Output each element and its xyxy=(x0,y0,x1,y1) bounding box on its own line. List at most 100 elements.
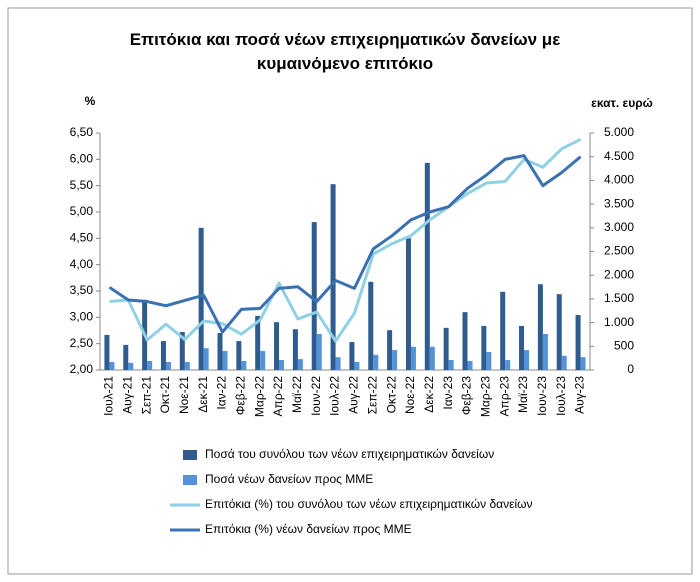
x-tick-label: Σεπ-21 xyxy=(139,376,153,415)
y-tick-label: 3,00 xyxy=(70,310,94,324)
bar xyxy=(316,333,322,370)
bar xyxy=(542,333,548,370)
bar xyxy=(292,329,298,370)
y-tick-label: 2,50 xyxy=(70,336,94,350)
bar xyxy=(123,344,129,370)
bar xyxy=(387,330,393,370)
bar xyxy=(429,346,435,370)
line xyxy=(108,154,582,334)
x-tick-label: Απρ-22 xyxy=(271,376,285,417)
bar xyxy=(519,325,525,370)
bar xyxy=(335,357,341,370)
x-tick-label: Μαρ-22 xyxy=(252,376,266,417)
x-tick-label: Απρ-23 xyxy=(497,376,511,417)
bar xyxy=(179,332,185,370)
bar xyxy=(241,360,247,370)
y-tick-label: 5,00 xyxy=(70,204,94,218)
x-tick-label: Ιουν-22 xyxy=(309,376,323,416)
bar xyxy=(297,359,303,370)
legend-swatch xyxy=(183,450,197,460)
bar xyxy=(373,354,379,370)
y-tick-label: 6,00 xyxy=(70,152,94,166)
y-axis-label: % xyxy=(85,94,96,108)
bar xyxy=(392,350,398,370)
bar xyxy=(217,333,223,370)
x-tick-label: Μαρ-23 xyxy=(479,376,493,417)
bar xyxy=(467,360,473,370)
bar xyxy=(165,361,171,370)
x-tick-label: Σεπ-22 xyxy=(365,376,379,415)
bar xyxy=(236,341,242,370)
y-tick-label: 6,50 xyxy=(70,125,94,139)
y2-tick-label: 4.500 xyxy=(604,149,634,163)
y2-tick-label: 3.000 xyxy=(604,220,634,234)
legend-label: Επιτόκια (%) νέων δανείων προς ΜΜΕ xyxy=(205,522,412,536)
x-tick-label: Ιουλ-23 xyxy=(554,376,568,416)
bar xyxy=(424,162,430,370)
bar xyxy=(160,341,166,370)
legend-label: Ποσά του συνόλου των νέων επιχειρηματικώ… xyxy=(205,447,494,461)
x-tick-label: Ιουν-23 xyxy=(535,376,549,416)
bar xyxy=(580,357,586,370)
x-tick-label: Αυγ-21 xyxy=(120,376,134,414)
bar xyxy=(524,350,530,370)
y2-tick-label: 1.500 xyxy=(604,291,634,305)
bar xyxy=(109,361,115,370)
x-tick-label: Οκτ-22 xyxy=(384,376,398,414)
bar xyxy=(537,284,543,370)
y2-tick-label: 500 xyxy=(614,338,634,352)
x-tick-label: Αυγ-22 xyxy=(347,376,361,414)
bar xyxy=(561,355,567,370)
x-tick-label: Ιαν-23 xyxy=(441,376,455,410)
bar xyxy=(128,362,134,370)
chart-border xyxy=(7,7,693,575)
legend-label: Ποσά νέων δανείων προς ΜΜΕ xyxy=(205,472,373,486)
x-tick-label: Ιουλ-22 xyxy=(328,376,342,416)
bar xyxy=(368,281,374,370)
y2-tick-label: 2.000 xyxy=(604,267,634,281)
y-tick-label: 5,50 xyxy=(70,178,94,192)
x-tick-label: Μαϊ-23 xyxy=(516,376,530,413)
x-tick-label: Αυγ-23 xyxy=(573,376,587,414)
line xyxy=(109,137,582,343)
bar xyxy=(260,351,266,370)
bar xyxy=(481,325,487,370)
bar xyxy=(203,348,209,370)
y2-axis-label: εκατ. ευρώ xyxy=(591,96,653,110)
bar xyxy=(575,315,581,370)
y2-tick-label: 5.000 xyxy=(604,125,634,139)
bar xyxy=(184,361,190,370)
legend-swatch xyxy=(183,475,197,485)
bar xyxy=(405,238,411,370)
bar xyxy=(222,351,228,370)
y2-tick-label: 0 xyxy=(627,362,634,376)
x-tick-label: Φεβ-22 xyxy=(234,376,248,415)
bar xyxy=(330,184,336,370)
bar xyxy=(198,227,204,370)
bar xyxy=(104,334,110,370)
y-tick-label: 2,00 xyxy=(70,362,94,376)
y2-tick-label: 4.000 xyxy=(604,173,634,187)
bar xyxy=(274,322,280,370)
x-tick-label: Νοε-22 xyxy=(403,376,417,414)
y2-tick-label: 1.000 xyxy=(604,315,634,329)
bar xyxy=(486,351,492,370)
y-tick-label: 3,50 xyxy=(70,283,94,297)
bar xyxy=(349,342,355,370)
y2-tick-label: 2.500 xyxy=(604,244,634,258)
x-tick-label: Ιαν-22 xyxy=(215,376,229,410)
bar xyxy=(462,312,468,370)
legend-label: Επιτόκια (%) του συνόλου των νέων επιχει… xyxy=(205,497,533,511)
x-tick-label: Φεβ-23 xyxy=(460,376,474,415)
bar xyxy=(147,360,153,370)
bar xyxy=(410,346,416,370)
bar xyxy=(443,327,449,370)
bar xyxy=(500,291,506,370)
x-tick-label: Ιουλ-21 xyxy=(102,376,116,416)
x-tick-label: Νοε-21 xyxy=(177,376,191,414)
x-tick-label: Οκτ-21 xyxy=(158,376,172,414)
bar xyxy=(311,222,317,370)
x-tick-label: Μαϊ-22 xyxy=(290,376,304,413)
